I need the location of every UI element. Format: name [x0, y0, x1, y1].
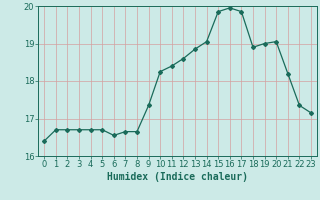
X-axis label: Humidex (Indice chaleur): Humidex (Indice chaleur): [107, 172, 248, 182]
